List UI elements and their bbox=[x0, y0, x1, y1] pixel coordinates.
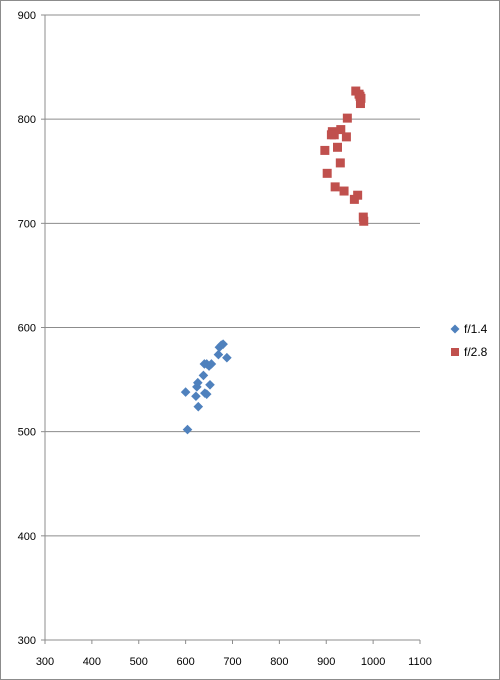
data-point bbox=[341, 132, 351, 142]
y-tick-label: 600 bbox=[18, 323, 36, 335]
legend-label: f/1.4 bbox=[464, 322, 488, 336]
y-tick-label: 900 bbox=[18, 10, 36, 22]
data-point bbox=[322, 168, 332, 178]
data-point bbox=[342, 113, 352, 123]
data-point bbox=[205, 379, 215, 390]
x-tick-label: 1000 bbox=[361, 656, 385, 668]
data-point bbox=[182, 424, 193, 435]
data-point bbox=[333, 142, 342, 152]
data-point bbox=[336, 125, 346, 135]
x-tick-label: 600 bbox=[176, 656, 194, 668]
data-point bbox=[193, 377, 203, 388]
legend: f/1.4 f/2.8 bbox=[450, 322, 488, 359]
data-point bbox=[355, 99, 365, 109]
data-point bbox=[326, 130, 336, 140]
data-point bbox=[206, 359, 217, 369]
y-tick-label: 300 bbox=[18, 635, 36, 647]
x-tick-label: 400 bbox=[83, 656, 101, 668]
data-point bbox=[193, 401, 204, 412]
axes: 300 400 500 600 700 800 900 300 400 500 600 700 800 9… bbox=[18, 10, 432, 668]
x-tick-label: 300 bbox=[36, 656, 54, 668]
data-point bbox=[191, 391, 201, 402]
gridlines bbox=[45, 14, 420, 537]
data-point bbox=[201, 389, 212, 399]
y-tick-label: 800 bbox=[18, 114, 36, 126]
legend-marker bbox=[450, 324, 460, 334]
legend-marker bbox=[451, 348, 459, 356]
x-tick-label: 900 bbox=[317, 656, 335, 668]
data-points bbox=[180, 86, 369, 435]
y-tick-label: 500 bbox=[18, 427, 36, 439]
data-point bbox=[330, 182, 340, 192]
data-point bbox=[359, 216, 369, 226]
x-tick-label: 700 bbox=[223, 656, 241, 668]
series-1 bbox=[180, 339, 232, 435]
data-point bbox=[213, 349, 224, 360]
data-point bbox=[356, 93, 366, 103]
y-tick-label: 700 bbox=[18, 218, 36, 230]
legend-label: f/2.8 bbox=[464, 345, 488, 359]
data-point bbox=[180, 387, 191, 397]
data-point bbox=[320, 145, 330, 155]
y-tick-label: 400 bbox=[18, 531, 36, 543]
x-tick-label: 800 bbox=[270, 656, 288, 668]
data-point bbox=[339, 186, 349, 196]
data-point bbox=[218, 339, 228, 349]
data-point bbox=[335, 158, 345, 168]
x-tick-label: 1100 bbox=[408, 656, 432, 668]
series-2 bbox=[320, 86, 369, 226]
data-point bbox=[198, 370, 209, 381]
x-tick-label: 500 bbox=[130, 656, 148, 668]
data-point bbox=[222, 352, 232, 363]
data-point bbox=[349, 194, 359, 204]
